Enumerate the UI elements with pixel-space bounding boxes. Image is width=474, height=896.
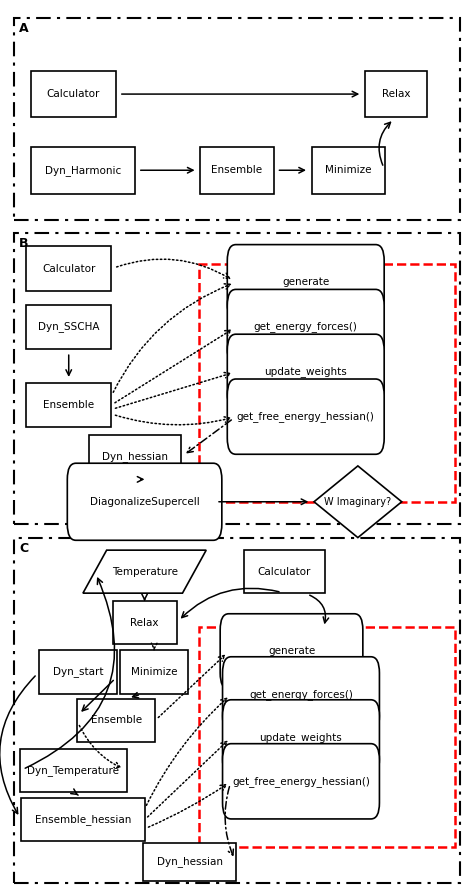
Text: A: A [19, 22, 28, 36]
Text: get_free_energy_hessian(): get_free_energy_hessian() [237, 411, 374, 422]
Text: update_weights: update_weights [260, 732, 342, 743]
FancyBboxPatch shape [228, 245, 384, 320]
Text: Minimize: Minimize [131, 667, 177, 677]
Text: Dyn_start: Dyn_start [53, 667, 103, 677]
Text: get_energy_forces(): get_energy_forces() [254, 322, 358, 332]
Text: Dyn_SSCHA: Dyn_SSCHA [38, 322, 100, 332]
FancyBboxPatch shape [89, 435, 181, 479]
FancyBboxPatch shape [220, 614, 363, 689]
Text: Temperature: Temperature [111, 566, 178, 577]
Text: C: C [19, 542, 28, 556]
Text: Ensemble: Ensemble [91, 715, 142, 726]
Bar [199, 264, 455, 502]
Text: Ensemble: Ensemble [211, 165, 263, 176]
FancyBboxPatch shape [112, 601, 176, 644]
FancyBboxPatch shape [67, 463, 222, 540]
Text: B: B [19, 237, 28, 251]
FancyBboxPatch shape [228, 334, 384, 409]
FancyBboxPatch shape [365, 71, 427, 117]
Text: Calculator: Calculator [47, 89, 100, 99]
Text: Dyn_hessian: Dyn_hessian [156, 857, 223, 867]
FancyBboxPatch shape [228, 379, 384, 454]
FancyBboxPatch shape [228, 289, 384, 365]
Bar [199, 627, 455, 847]
FancyBboxPatch shape [77, 699, 155, 742]
FancyBboxPatch shape [31, 71, 116, 117]
Text: update_weights: update_weights [264, 366, 347, 377]
FancyBboxPatch shape [20, 749, 127, 792]
FancyBboxPatch shape [223, 657, 379, 732]
FancyBboxPatch shape [311, 147, 385, 194]
Polygon shape [83, 550, 206, 593]
FancyBboxPatch shape [223, 744, 379, 819]
Text: get_free_energy_hessian(): get_free_energy_hessian() [232, 776, 370, 787]
Bar [14, 18, 460, 220]
Text: get_energy_forces(): get_energy_forces() [249, 689, 353, 700]
Bar [14, 233, 460, 524]
FancyBboxPatch shape [223, 700, 379, 775]
Text: Dyn_hessian: Dyn_hessian [102, 452, 168, 462]
Text: Calculator: Calculator [42, 263, 95, 274]
Text: Dyn_Temperature: Dyn_Temperature [27, 765, 119, 776]
Text: Relax: Relax [382, 89, 410, 99]
FancyBboxPatch shape [21, 798, 145, 841]
FancyBboxPatch shape [31, 147, 135, 194]
FancyBboxPatch shape [143, 843, 236, 881]
Text: Relax: Relax [130, 617, 159, 628]
Text: generate: generate [282, 277, 329, 288]
Polygon shape [314, 466, 402, 538]
Text: Minimize: Minimize [325, 165, 372, 176]
FancyBboxPatch shape [26, 305, 111, 349]
Text: Ensemble: Ensemble [43, 400, 94, 410]
Text: Dyn_Harmonic: Dyn_Harmonic [45, 165, 121, 176]
FancyBboxPatch shape [119, 650, 188, 694]
FancyBboxPatch shape [39, 650, 117, 694]
Text: generate: generate [268, 646, 315, 657]
Bar [14, 538, 460, 883]
FancyBboxPatch shape [200, 147, 274, 194]
FancyBboxPatch shape [26, 383, 111, 427]
Text: Calculator: Calculator [258, 566, 311, 577]
FancyBboxPatch shape [26, 246, 111, 291]
Text: Ensemble_hessian: Ensemble_hessian [35, 814, 131, 825]
Text: W Imaginary?: W Imaginary? [324, 496, 392, 507]
FancyBboxPatch shape [244, 550, 325, 593]
Text: DiagonalizeSupercell: DiagonalizeSupercell [90, 496, 200, 507]
